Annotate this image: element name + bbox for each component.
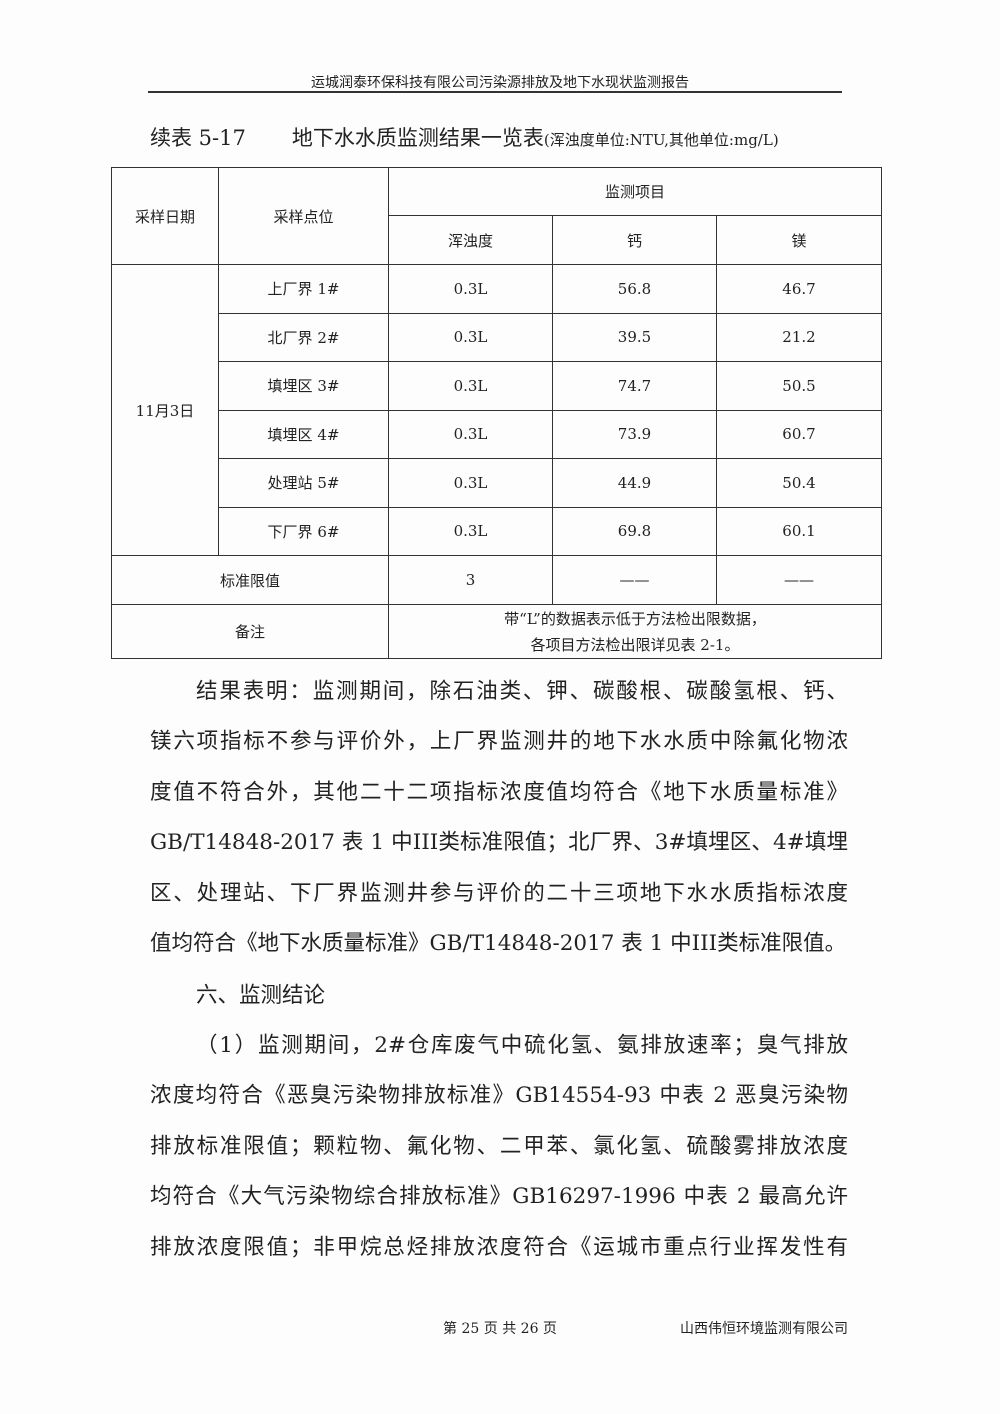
paragraph-line: 区、处理站、下厂界监测井参与评价的二十三项地下水水质指标浓度 [150, 880, 848, 906]
measured-value: 0.3L [388, 361, 553, 411]
note-line: 带“L”的数据表示低于方法检出限数据， [504, 609, 766, 628]
measured-value: 60.7 [716, 409, 882, 459]
measured-value: 60.1 [716, 506, 882, 556]
header-item: 镁 [716, 215, 882, 265]
sample-site: 下厂界 6# [218, 506, 389, 556]
running-header: 运城润泰环保科技有限公司污染源排放及地下水现状监测报告 [311, 75, 689, 91]
header-item: 浑浊度 [388, 215, 553, 265]
header-site: 采样点位 [218, 167, 389, 265]
table-row: 北厂界 2# 0.3L 39.5 21.2 [112, 312, 882, 362]
note-line: 各项目方法检出限详见表 2-1。 [530, 635, 740, 654]
results-table: 采样日期 采样点位 监测项目 浑浊度钙镁 11月3日 上厂界 1# 0.3L 56.8 46… [111, 167, 882, 659]
paragraph-line: 结果表明：监测期间，除石油类、钾、碳酸根、碳酸氢根、钙、 [196, 679, 848, 704]
measured-value: 0.3L [388, 458, 553, 508]
note-label: 备注 [111, 604, 389, 659]
table-row: 下厂界 6# 0.3L 69.8 60.1 [112, 506, 882, 556]
standard-value: 3 [388, 555, 553, 605]
measured-value: 50.5 [716, 361, 882, 411]
standard-value: —— [552, 555, 717, 605]
measured-value: 74.7 [552, 361, 717, 411]
measured-value: 56.8 [552, 264, 717, 314]
measured-value: 39.5 [552, 312, 717, 362]
paragraph-line: 镁六项指标不参与评价外，上厂界监测井的地下水水质中除氟化物浓 [150, 729, 848, 755]
table-row: 处理站 5# 0.3L 44.9 50.4 [112, 458, 882, 508]
table-row: 填埋区 3# 0.3L 74.7 50.5 [112, 361, 882, 411]
measured-value: 0.3L [388, 409, 553, 459]
sample-site: 填埋区 3# [218, 361, 389, 411]
paragraph-line: （1）监测期间，2#仓库废气中硫化氢、氨排放速率；臭气排放 [196, 1033, 848, 1058]
sample-site: 填埋区 4# [218, 409, 389, 459]
measured-value: 44.9 [552, 458, 717, 508]
footer-company: 山西伟恒环境监测有限公司 [680, 1321, 848, 1337]
measured-value: 69.8 [552, 506, 717, 556]
header-rule [148, 91, 842, 93]
sample-site: 上厂界 1# [218, 264, 389, 314]
measured-value: 73.9 [552, 409, 717, 459]
measured-value: 0.3L [388, 312, 553, 362]
header-date: 采样日期 [111, 167, 219, 265]
standard-value: —— [716, 555, 882, 605]
header-item: 钙 [552, 215, 717, 265]
measured-value: 0.3L [388, 264, 553, 314]
measured-value: 21.2 [716, 312, 882, 362]
paragraph-line: GB/T14848-2017 表 1 中III类标准限值；北厂界、3#填埋区、4… [150, 830, 848, 856]
header-items: 监测项目 [388, 167, 882, 216]
measured-value: 50.4 [716, 458, 882, 508]
note-text: 带“L”的数据表示低于方法检出限数据， 各项目方法检出限详见表 2-1。 [388, 604, 882, 659]
paragraph-line: 排放浓度限值；非甲烷总烃排放浓度符合《运城市重点行业挥发性有 [150, 1234, 848, 1260]
paragraph-line: 均符合《大气污染物综合排放标准》GB16297-1996 中表 2 最高允许 [150, 1184, 848, 1210]
paragraph-line: 六、监测结论 [196, 983, 326, 1008]
standard-label: 标准限值 [111, 555, 389, 605]
table-title: 续表 5-17 地下水水质监测结果一览表(浑浊度单位:NTU,其他单位:mg/L) [150, 122, 779, 152]
paragraph-line: 排放标准限值；颗粒物、氟化物、二甲苯、氯化氢、硫酸雾排放浓度 [150, 1133, 848, 1159]
table-unit: (浑浊度单位:NTU,其他单位:mg/L) [543, 131, 779, 149]
measured-value: 0.3L [388, 506, 553, 556]
page-number: 第 25 页 共 26 页 [443, 1321, 557, 1337]
table-row: 11月3日 上厂界 1# 0.3L 56.8 46.7 [111, 264, 882, 556]
table-row: 填埋区 4# 0.3L 73.9 60.7 [112, 409, 882, 459]
measured-value: 46.7 [716, 264, 882, 314]
paragraph-line: 值均符合《地下水质量标准》GB/T14848-2017 表 1 中III类标准限… [150, 931, 847, 956]
sample-site: 处理站 5# [218, 458, 389, 508]
paragraph-line: 度值不符合外，其他二十二项指标浓度值均符合《地下水质量标准》 [150, 779, 848, 805]
table-number: 续表 5-17 [150, 126, 246, 150]
sample-date: 11月3日 [111, 264, 219, 556]
table-title-text: 地下水水质监测结果一览表 [291, 126, 544, 150]
paragraph-line: 浓度均符合《恶臭污染物排放标准》GB14554-93 中表 2 恶臭污染物 [150, 1083, 848, 1109]
sample-site: 北厂界 2# [218, 312, 389, 362]
